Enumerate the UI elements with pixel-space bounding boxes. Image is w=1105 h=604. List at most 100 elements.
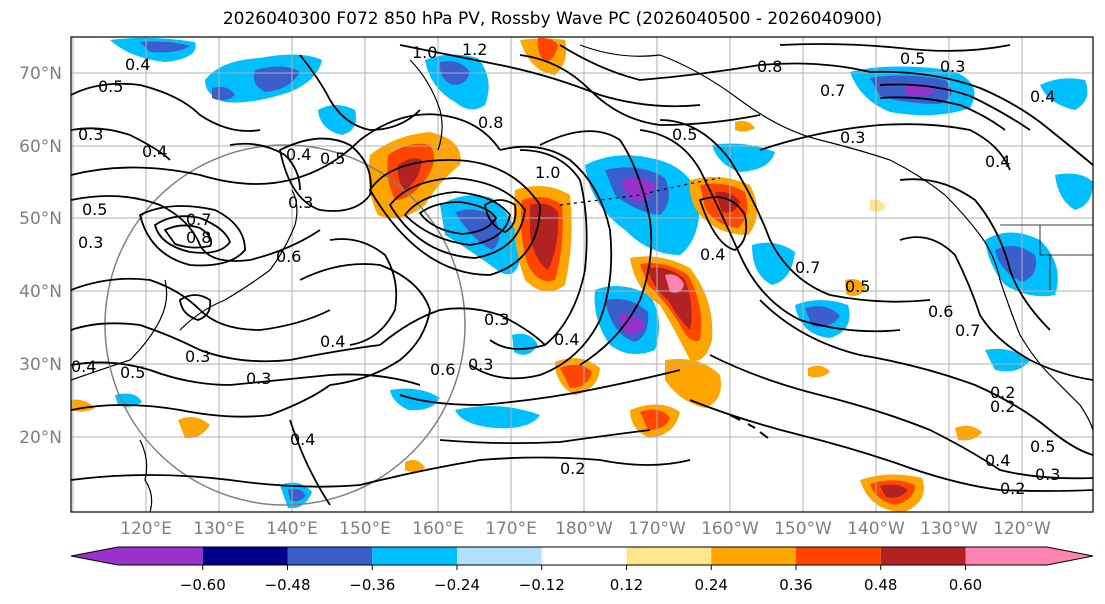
- contour-line: [709, 354, 1093, 480]
- colorbar-tick-label: 0.12: [610, 576, 643, 594]
- pv-contours: [71, 43, 1093, 506]
- lon-label: 120°E: [120, 519, 172, 539]
- lat-label: 40°N: [19, 282, 62, 302]
- contour-line: [639, 129, 901, 333]
- contour-line: [759, 123, 1011, 171]
- contour-line: [229, 142, 301, 191]
- anomaly-region: [665, 274, 684, 293]
- longitude-labels: 120°E 130°E 140°E 150°E 160°E 170°E 180°…: [120, 519, 1051, 539]
- colorbar-tick-label: −0.36: [349, 576, 395, 594]
- contour-label: 0.7: [186, 210, 211, 229]
- contour-line: [469, 145, 613, 380]
- lat-label: 70°N: [19, 64, 62, 84]
- contour-line: [403, 191, 511, 246]
- contour-label: 0.4: [700, 245, 725, 264]
- anomaly-region: [870, 199, 886, 212]
- contour-line: [179, 294, 212, 321]
- contour-line: [879, 83, 1031, 131]
- contour-line: [71, 361, 421, 386]
- contour-label: 0.3: [940, 57, 965, 76]
- contour-label: 0.3: [840, 128, 865, 147]
- contour-line: [299, 263, 431, 386]
- lon-label: 180°W: [555, 519, 613, 539]
- contour-label: 0.3: [185, 347, 210, 366]
- anomaly-region: [178, 416, 210, 439]
- contour-line: [299, 54, 421, 131]
- contour-line: [163, 224, 213, 249]
- contour-label: 0.2: [1000, 479, 1025, 498]
- contour-label: 0.5: [320, 149, 345, 168]
- contour-label: 0.3: [78, 125, 103, 144]
- contour-label: 0.5: [845, 277, 870, 296]
- anomaly-region: [1040, 78, 1088, 110]
- colorbar-segment: [202, 547, 288, 565]
- contour-label: 0.3: [1035, 465, 1060, 484]
- colorbar-segment: [287, 547, 373, 565]
- colorbar-tick-label: −0.48: [265, 576, 311, 594]
- contour-label: 0.2: [990, 397, 1015, 416]
- contour-label: 1.2: [462, 40, 487, 59]
- anomaly-region: [640, 409, 670, 430]
- contour-line: [759, 299, 1093, 456]
- lon-label: 120°W: [993, 519, 1051, 539]
- colorbar-tick-label: 0.48: [864, 576, 897, 594]
- contour-labels: 1.0 1.2 0.8 0.8 0.7 0.5 0.3 0.4 0.5 0.3 …: [71, 40, 1060, 498]
- range-ring: [104, 144, 466, 506]
- contour-line: [388, 177, 526, 259]
- coastline-alaska: [579, 44, 946, 196]
- contour-line: [779, 43, 1011, 52]
- colorbar-tick-label: 0.36: [779, 576, 812, 594]
- contour-label: 0.5: [1030, 437, 1055, 456]
- contour-line: [71, 113, 501, 185]
- anomaly-region: [845, 279, 866, 296]
- colorbar-tick-label: 0.60: [949, 576, 982, 594]
- anomaly-region: [880, 484, 908, 498]
- lon-label: 130°E: [193, 519, 245, 539]
- contour-label: 0.8: [478, 113, 503, 132]
- contour-line: [71, 127, 171, 161]
- contour-label: 0.2: [990, 383, 1015, 402]
- anomaly-region: [985, 348, 1030, 372]
- colorbar: −0.60 −0.48 −0.36 −0.24 −0.12 0.12 0.24 …: [70, 546, 1094, 594]
- colorbar-segment: [711, 547, 796, 565]
- contour-label: 0.3: [246, 369, 271, 388]
- colorbar-segment: [541, 547, 627, 565]
- contour-label: 0.4: [320, 332, 345, 351]
- contour-label: 0.3: [484, 310, 509, 329]
- contour-label: 0.5: [120, 363, 145, 382]
- contour-line: [289, 419, 331, 506]
- contour-line: [278, 137, 372, 212]
- contour-line: [329, 238, 398, 346]
- anomaly-region: [712, 143, 775, 172]
- anomaly-region: [140, 41, 190, 53]
- colorbar-segment: [372, 547, 457, 565]
- contour-label: 0.6: [928, 302, 953, 321]
- contour-line: [71, 195, 321, 262]
- contour-line: [379, 307, 546, 346]
- anomaly-region: [618, 314, 645, 335]
- contour-label: 1.0: [412, 43, 437, 62]
- contour-label: 0.4: [1030, 87, 1055, 106]
- contour-label: 0.4: [125, 55, 150, 74]
- contour-label: 0.5: [82, 200, 107, 219]
- coastline-bc: [944, 194, 1001, 281]
- contour-label: 0.4: [554, 330, 579, 349]
- contour-label: 0.2: [560, 459, 585, 478]
- anomaly-region: [530, 203, 559, 270]
- coastline-kamchatka: [409, 59, 443, 151]
- colorbar-tick-label: −0.24: [434, 576, 480, 594]
- contour-label: 0.3: [468, 355, 493, 374]
- colorbar-segment: [626, 547, 712, 565]
- lon-label: 130°W: [920, 519, 978, 539]
- lon-label: 170°E: [485, 519, 537, 539]
- contour-label: 0.7: [955, 321, 980, 340]
- contour-line: [484, 199, 517, 233]
- anomaly-region: [735, 120, 755, 132]
- contour-label: 0.6: [276, 247, 301, 266]
- contour-line: [879, 96, 1006, 131]
- colorbar-outline: [70, 546, 1094, 566]
- contour-label: 0.8: [757, 57, 782, 76]
- contour-line: [368, 159, 541, 276]
- colorbar-segment: [880, 547, 966, 565]
- contour-line: [71, 384, 331, 418]
